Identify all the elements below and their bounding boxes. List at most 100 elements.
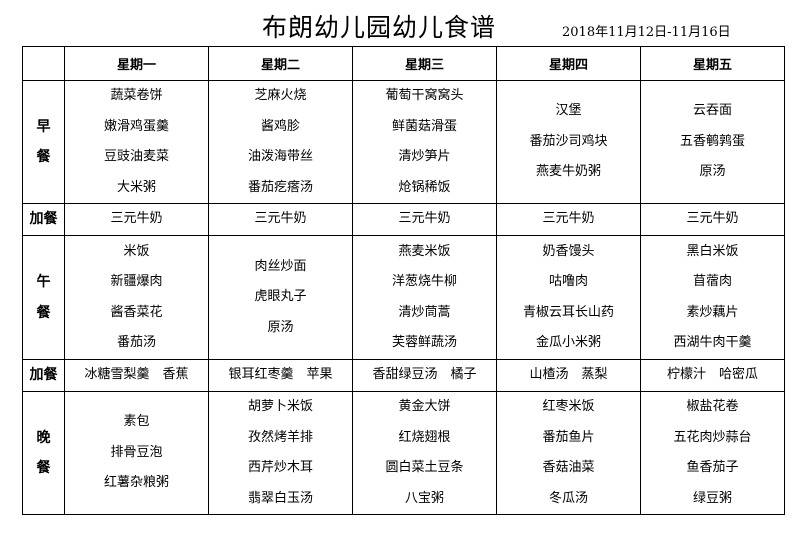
dish-item: 鲜菌菇滑蛋 <box>391 118 457 134</box>
breakfast-row: 早餐蔬菜卷饼 嫩滑鸡蛋羹 豆豉油麦菜 大米粥 芝麻火烧 酱鸡胗 油泼海带丝 番茄疙瘩汤 葡萄干窝… <box>22 80 785 204</box>
menu-cell: 三元牛奶 <box>640 203 785 236</box>
dish-item: 排骨豆泡 <box>110 444 163 460</box>
meal-label-char: 餐 <box>36 460 51 476</box>
dish-item: 素包 <box>123 414 150 430</box>
menu-cell: 蔬菜卷饼嫩滑鸡蛋羹豆豉油麦菜大米粥 <box>64 80 209 204</box>
dish-item: 绿豆粥 <box>692 490 732 506</box>
dish-item: 圆白菜土豆条 <box>385 460 464 475</box>
dish-item: 酱香菜花 <box>110 304 163 320</box>
menu-cell: 燕麦米饭洋葱烧牛柳清炒茼蒿芙蓉鲜蔬汤 <box>352 235 497 360</box>
dish-item: 西芹炒木耳 <box>247 460 313 475</box>
dish-item: 肉丝炒面 <box>254 258 307 274</box>
menu-cell: 葡萄干窝窝头 鲜菌菇滑蛋 清炒笋片 炝锅稀饭 <box>352 80 497 204</box>
menu-cell: 汉堡番茄沙司鸡块 燕麦牛奶粥 <box>496 80 641 204</box>
dish-item: 鱼香茄子 <box>686 460 739 475</box>
menu-cell: 三元牛奶 <box>64 203 209 236</box>
dish-item: 奶香馒头 <box>542 243 595 259</box>
dish-item: 嫩滑鸡蛋羹 <box>103 118 169 134</box>
dish-item: 三元牛奶 <box>686 211 739 227</box>
dish-item: 芝麻火烧 <box>254 88 307 103</box>
meal-label-char: 早 <box>36 118 51 135</box>
dish-item: 番茄鱼片 <box>542 429 595 445</box>
menu-cell: 奶香馒头 咕噜肉 青椒云耳长山药 金瓜小米粥 <box>496 235 641 360</box>
dish-item: 虎眼丸子 <box>254 289 307 305</box>
dish-item: 孜然烤羊排 <box>247 429 313 445</box>
dish-item: 咕噜肉 <box>548 274 588 289</box>
dish-item: 红烧翅根 <box>398 429 451 445</box>
meal-label-char: 晚 <box>36 429 51 446</box>
dish-item: 素炒藕片 <box>686 304 739 320</box>
dish-item: 红枣米饭 <box>542 399 595 414</box>
dish-item: 黑白米饭 <box>686 243 739 259</box>
dish-item: 三元牛奶 <box>110 211 163 227</box>
dish-item: 燕麦米饭 <box>398 243 451 259</box>
dish-item: 翡翠白玉汤 <box>247 490 313 506</box>
dish-item: 豆豉油麦菜 <box>103 149 169 164</box>
dish-item: 银耳红枣羹 苹果 <box>228 367 333 383</box>
meal-label: 午餐 <box>22 235 65 360</box>
menu-cell: 冰糖雪梨羹 香蕉 <box>64 359 209 392</box>
dish-item: 洋葱烧牛柳 <box>391 274 457 289</box>
meal-label-char: 餐 <box>36 149 51 165</box>
afternoon-snack-row: 加餐 冰糖雪梨羹 香蕉 银耳红枣羹 苹果 香甜绿豆汤 橘子 山楂汤 蒸梨 柠檬汁 哈密瓜 <box>22 359 785 392</box>
menu-cell: 三元牛奶 <box>496 203 641 236</box>
dish-item: 汉堡 <box>555 103 582 119</box>
dish-item: 新疆爆肉 <box>110 274 163 289</box>
dish-item: 燕麦牛奶粥 <box>535 164 601 180</box>
day-header: 星期四 <box>496 46 641 81</box>
dish-item: 番茄疙瘩汤 <box>247 179 313 195</box>
menu-cell: 柠檬汁 哈密瓜 <box>640 359 785 392</box>
dish-item: 炝锅稀饭 <box>398 179 451 195</box>
dish-item: 葡萄干窝窝头 <box>385 88 464 103</box>
dish-item: 胡萝卜米饭 <box>247 399 313 414</box>
dish-item: 三元牛奶 <box>542 211 595 227</box>
morning-snack-row: 加餐 三元牛奶 三元牛奶 三元牛奶 三元牛奶 三元牛奶 <box>22 203 785 236</box>
dish-item: 芙蓉鲜蔬汤 <box>391 335 457 350</box>
dish-item: 黄金大饼 <box>398 399 451 414</box>
menu-cell: 三元牛奶 <box>208 203 353 236</box>
dish-item: 椒盐花卷 <box>686 399 739 414</box>
menu-cell: 香甜绿豆汤 橘子 <box>352 359 497 392</box>
dish-item: 五香鹌鹑蛋 <box>679 133 745 149</box>
meal-label: 晚餐 <box>22 391 65 515</box>
menu-table: 星期一 星期二 星期三 星期四 星期五 早餐蔬菜卷饼 嫩滑鸡蛋羹 豆豉油麦菜 大米粥芝… <box>22 46 785 515</box>
dish-item: 原汤 <box>699 164 726 180</box>
page-title: 布朗幼儿园幼儿食谱 <box>262 13 497 42</box>
dish-item: 云吞面 <box>692 103 732 119</box>
dish-item: 米饭 <box>123 243 150 259</box>
dish-item: 蔬菜卷饼 <box>110 88 163 103</box>
day-header: 星期一 <box>64 46 209 81</box>
menu-cell: 红枣米饭 番茄鱼片 香菇油菜 冬瓜汤 <box>496 391 641 515</box>
date-range: 2018年11月12日-11月16日 <box>562 25 731 40</box>
dish-item: 山楂汤 蒸梨 <box>529 367 608 383</box>
menu-cell: 黑白米饭 苜蓿肉 素炒藕片 西湖牛肉干羹 <box>640 235 785 360</box>
dish-item: 八宝粥 <box>404 490 444 506</box>
dish-item: 柠檬汁 哈密瓜 <box>666 367 758 383</box>
dish-item: 苜蓿肉 <box>692 274 732 289</box>
dish-item: 青椒云耳长山药 <box>522 304 614 320</box>
menu-cell: 胡萝卜米饭孜然烤羊排西芹炒木耳翡翠白玉汤 <box>208 391 353 515</box>
dish-item: 冬瓜汤 <box>548 490 588 506</box>
menu-cell: 银耳红枣羹 苹果 <box>208 359 353 392</box>
dish-item: 红薯杂粮粥 <box>103 475 169 491</box>
menu-cell: 米饭 新疆爆肉 酱香菜花 番茄汤 <box>64 235 209 360</box>
meal-label-char: 加餐 <box>29 367 58 384</box>
dish-item: 香甜绿豆汤 橘子 <box>372 367 477 383</box>
dish-item: 酱鸡胗 <box>260 118 300 134</box>
menu-cell: 山楂汤 蒸梨 <box>496 359 641 392</box>
dish-item: 三元牛奶 <box>398 211 451 227</box>
menu-cell: 肉丝炒面 虎眼丸子 原汤 <box>208 235 353 360</box>
dish-item: 五花肉炒蒜台 <box>673 429 752 445</box>
dish-item: 清炒茼蒿 <box>398 304 451 320</box>
day-header: 星期二 <box>208 46 353 81</box>
dinner-row: 晚餐 素包排骨豆泡红薯杂粮粥 胡萝卜米饭孜然烤羊排西芹炒木耳翡翠白玉汤 黄金大饼红烧翅… <box>22 391 785 515</box>
dish-item: 油泼海带丝 <box>247 149 313 164</box>
dish-item: 番茄沙司鸡块 <box>529 133 608 149</box>
meal-label-char: 餐 <box>36 304 51 321</box>
dish-item: 大米粥 <box>116 179 156 195</box>
meal-label: 早餐 <box>22 80 65 204</box>
day-header: 星期三 <box>352 46 497 81</box>
header-row: 星期一 星期二 星期三 星期四 星期五 <box>22 46 785 81</box>
meal-label: 加餐 <box>22 359 65 392</box>
lunch-row: 午餐米饭 新疆爆肉 酱香菜花 番茄汤 肉丝炒面 虎眼丸子 原汤 燕麦米饭 洋葱烧牛柳 清炒茼蒿 芙蓉… <box>22 235 785 360</box>
